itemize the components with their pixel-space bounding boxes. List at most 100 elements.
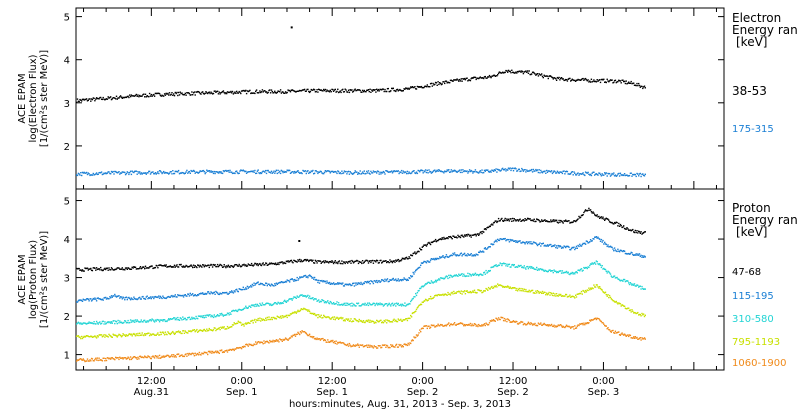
data-point xyxy=(234,323,236,325)
data-point xyxy=(155,355,157,357)
data-point xyxy=(132,356,134,359)
data-point xyxy=(214,315,216,318)
data-point xyxy=(151,356,153,358)
data-point xyxy=(379,302,381,304)
data-point xyxy=(564,79,566,81)
data-point xyxy=(250,286,253,288)
data-point xyxy=(558,293,560,296)
data-point xyxy=(180,354,182,357)
data-point xyxy=(533,268,535,270)
data-point xyxy=(490,320,492,322)
data-point xyxy=(241,288,244,291)
data-point xyxy=(294,170,296,173)
data-point xyxy=(522,323,525,326)
data-point xyxy=(422,301,424,303)
data-point xyxy=(77,321,80,323)
data-point xyxy=(351,321,353,323)
data-point xyxy=(618,279,621,281)
data-point xyxy=(554,219,556,221)
data-point xyxy=(429,282,432,284)
data-point xyxy=(570,221,573,224)
data-point xyxy=(595,318,598,321)
data-point xyxy=(494,265,496,267)
data-point xyxy=(187,171,190,173)
data-point xyxy=(445,237,448,239)
data-point xyxy=(237,92,239,94)
data-point xyxy=(574,297,576,299)
data-point xyxy=(539,323,541,325)
data-point xyxy=(389,259,391,261)
data-point xyxy=(209,351,211,354)
data-point xyxy=(308,309,310,311)
data-point xyxy=(83,335,85,338)
data-point xyxy=(436,240,438,242)
data-point xyxy=(206,292,208,295)
data-point xyxy=(116,267,118,269)
data-point xyxy=(382,305,385,307)
data-point xyxy=(570,171,573,174)
data-point xyxy=(96,97,99,100)
data-point xyxy=(499,238,501,240)
data-point xyxy=(149,265,152,268)
data-point xyxy=(249,264,251,266)
data-point xyxy=(271,318,273,321)
data-point xyxy=(215,350,217,352)
data-point xyxy=(201,352,203,354)
data-point xyxy=(193,317,196,319)
data-point xyxy=(441,324,443,326)
data-point xyxy=(436,169,438,171)
data-point xyxy=(179,294,181,297)
data-point xyxy=(248,264,250,266)
data-point xyxy=(546,324,549,326)
data-point xyxy=(280,302,283,305)
data-point xyxy=(323,280,326,283)
data-point xyxy=(579,292,582,295)
data-point xyxy=(435,325,438,327)
data-point xyxy=(235,309,237,311)
data-point xyxy=(522,219,525,221)
data-point xyxy=(170,266,172,268)
data-point xyxy=(398,304,400,307)
data-point xyxy=(377,262,380,264)
data-point xyxy=(449,254,452,257)
data-point xyxy=(129,321,131,324)
data-point xyxy=(347,260,350,263)
data-point xyxy=(562,272,564,274)
data-point xyxy=(472,324,474,327)
data-point xyxy=(410,300,412,303)
data-point xyxy=(200,292,202,294)
data-point xyxy=(467,272,469,275)
data-point xyxy=(395,259,397,261)
data-point xyxy=(351,345,353,347)
data-point xyxy=(611,330,613,332)
data-point xyxy=(190,294,192,296)
data-point xyxy=(507,219,509,222)
data-point xyxy=(591,319,593,321)
data-point xyxy=(568,273,570,275)
data-point xyxy=(576,79,578,81)
data-point xyxy=(148,297,150,299)
data-point xyxy=(144,298,147,300)
data-point xyxy=(485,228,487,231)
data-point xyxy=(547,325,549,327)
data-point xyxy=(294,311,297,313)
data-point xyxy=(465,324,467,326)
data-point xyxy=(154,355,157,357)
data-point xyxy=(468,324,471,326)
data-point xyxy=(622,79,624,81)
data-point xyxy=(174,355,176,357)
data-point xyxy=(472,290,474,292)
outlier-point xyxy=(290,26,293,29)
data-point xyxy=(447,237,449,240)
data-point xyxy=(480,289,482,292)
data-point xyxy=(633,312,635,314)
data-point xyxy=(238,263,240,266)
data-point xyxy=(301,260,303,263)
data-point xyxy=(376,90,379,92)
data-point xyxy=(558,172,560,174)
data-point xyxy=(464,79,467,81)
data-point xyxy=(195,171,197,173)
data-point xyxy=(523,265,525,267)
data-point xyxy=(568,295,570,298)
data-point xyxy=(233,290,235,292)
